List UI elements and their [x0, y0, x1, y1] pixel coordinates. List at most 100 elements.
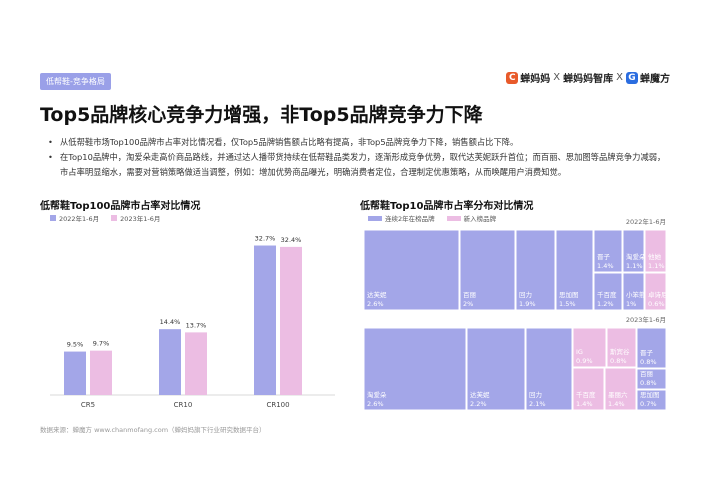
- treemap-brand-label: 墨丽六: [608, 390, 628, 399]
- treemap-cell: [636, 327, 667, 369]
- treemap-cell: [606, 327, 637, 368]
- legend-item-new: 新入榜品牌: [446, 213, 497, 223]
- chanmama-logo-icon: C: [506, 71, 519, 84]
- treemap-brand-label: 小笨熊: [626, 290, 646, 299]
- page-title: Top5品牌核心竞争力增强，非Top5品牌竞争力下降: [40, 104, 483, 126]
- data-label: 9.5%: [67, 341, 84, 349]
- treemap-value-label: 1.5%: [559, 300, 576, 308]
- brand-name: 蝉妈妈: [520, 74, 551, 85]
- treemap-period-label: 2022年1-6月: [626, 217, 666, 226]
- treemap-value-label: 0.8%: [640, 379, 657, 387]
- treemap-chart: 2022年1-6月达芙妮2.6%百丽2%回力1.9%思加图1.5%晋子1.4%千…: [363, 217, 668, 411]
- treemap-value-label: 0.8%: [610, 357, 627, 365]
- bar-cr5-2023: [90, 350, 112, 395]
- treemap-cell: [604, 367, 637, 411]
- x-tick-label: CR100: [266, 401, 289, 409]
- treemap-cell: [636, 389, 667, 411]
- legend-label: 2023年1-6月: [120, 215, 161, 223]
- brand-logos: C 蝉妈妈 X 蝉妈妈智库 X G 蝉魔方: [506, 70, 670, 85]
- treemap-cell: [636, 368, 667, 390]
- data-label: 13.7%: [186, 321, 207, 329]
- bullet-item: 从低帮鞋市场Top100品牌市占率对比情况看，仅Top5品牌销售额占比略有提高，…: [48, 135, 668, 150]
- bullet-item: 在Top10品牌中，淘爱朵走高价商品路线，并通过达人播带货持续在低帮鞋品类发力，…: [48, 150, 668, 180]
- treemap-brand-label: 晋子: [597, 253, 611, 261]
- bar-cr10-2023: [185, 332, 207, 395]
- treemap-brand-label: 思加图: [559, 290, 579, 299]
- treemap-cell: [593, 272, 623, 311]
- treemap-brand-label: 千百度: [576, 390, 596, 399]
- treemap-brand-label: 他她: [648, 252, 662, 261]
- treemap-value-label: 1.9%: [519, 300, 536, 308]
- legend-item-2022: 2022年1-6月: [50, 213, 99, 223]
- treemap-period-label: 2023年1-6月: [626, 315, 666, 324]
- data-label: 32.4%: [281, 236, 302, 244]
- bar-cr5-2022: [64, 351, 86, 395]
- treemap-value-label: 1%: [626, 300, 636, 308]
- brand-name: 蝉妈妈智库: [563, 74, 614, 85]
- treemap-cell: [622, 229, 645, 273]
- treemap-chart-title: 低帮鞋Top10品牌市占率分布对比情况: [360, 201, 534, 212]
- treemap-cell: [515, 229, 556, 311]
- legend-swatch: [50, 215, 56, 221]
- treemap-value-label: 1.4%: [576, 400, 593, 408]
- brand-chanmofang: G 蝉魔方: [626, 70, 670, 85]
- data-source: 数据来源：蝉魔方 www.chanmofang.com（蝉妈妈旗下行业研究数据平…: [40, 426, 266, 434]
- data-label: 32.7%: [255, 235, 276, 243]
- bar-cr100-2022: [254, 245, 276, 395]
- treemap-legend: 连续2年在榜品牌 新入榜品牌: [368, 213, 496, 223]
- x-tick-label: CR10: [174, 401, 193, 409]
- treemap-brand-label: 回力: [529, 390, 542, 399]
- treemap-brand-label: 回力: [519, 290, 532, 299]
- treemap-cell: [459, 229, 516, 311]
- brand-name: 蝉魔方: [640, 74, 670, 85]
- brand-chanmama-zhiku: 蝉妈妈智库: [563, 70, 613, 85]
- chanmofang-logo-icon: G: [626, 71, 638, 84]
- bullet-list: 从低帮鞋市场Top100品牌市占率对比情况看，仅Top5品牌销售额占比略有提高，…: [48, 135, 668, 180]
- data-label: 14.4%: [160, 318, 181, 326]
- treemap-brand-label: 淘爱朵: [367, 390, 387, 399]
- treemap-value-label: 2.1%: [529, 400, 546, 408]
- bar-chart-legend: 2022年1-6月 2023年1-6月: [50, 213, 160, 223]
- section-tag: 低帮鞋-竞争格局: [40, 73, 111, 90]
- bar-chart: 9.5% 9.7% CR5 14.4% 13.7% CR10 32.7% 32.4% CR100: [50, 235, 335, 409]
- treemap-cell: [363, 327, 467, 411]
- treemap-value-label: 0.8%: [640, 358, 657, 366]
- treemap-cell: [593, 229, 623, 273]
- legend-label: 新入榜品牌: [463, 215, 497, 223]
- legend-swatch: [111, 215, 118, 221]
- treemap-value-label: 1.2%: [597, 300, 614, 308]
- bar-chart-title: 低帮鞋Top100品牌市占率对比情况: [40, 201, 201, 212]
- treemap-value-label: 1.1%: [648, 262, 665, 270]
- treemap-brand-label: 达芙妮: [470, 390, 490, 399]
- treemap-brand-label: 达芙妮: [367, 290, 387, 299]
- treemap-brand-label: 晋子: [640, 349, 654, 357]
- treemap-value-label: 1.1%: [626, 262, 643, 270]
- treemap-cell: [644, 229, 667, 273]
- treemap-value-label: 2.6%: [367, 400, 384, 408]
- legend-item-continuing: 连续2年在榜品牌: [368, 213, 435, 223]
- legend-item-2023: 2023年1-6月: [111, 213, 160, 223]
- treemap-brand-label: IG: [576, 348, 583, 356]
- treemap-cell: [555, 229, 594, 311]
- x-tick-label: CR5: [81, 401, 95, 409]
- treemap-value-label: 1.4%: [608, 400, 625, 408]
- treemap-value-label: 1.4%: [597, 262, 614, 270]
- treemap-brand-label: 百丽: [463, 291, 477, 299]
- treemap-cell: [525, 327, 573, 411]
- treemap-value-label: 0.9%: [576, 357, 593, 365]
- treemap-brand-label: 卓诗尼: [648, 290, 668, 299]
- treemap-brand-label: 淘爱朵: [626, 252, 646, 261]
- treemap-value-label: 0.6%: [648, 300, 665, 308]
- treemap-brand-label: 斯宾谷: [610, 347, 630, 356]
- treemap-cell: [466, 327, 526, 411]
- brand-chanmama: C 蝉妈妈: [506, 70, 550, 85]
- treemap-value-label: 2%: [463, 300, 473, 308]
- legend-swatch: [368, 215, 382, 221]
- bar-cr10-2022: [159, 329, 181, 395]
- treemap-value-label: 0.7%: [640, 400, 657, 408]
- legend-label: 连续2年在榜品牌: [385, 215, 435, 223]
- treemap-cell: [622, 272, 645, 311]
- treemap-brand-label: 百丽: [640, 370, 654, 378]
- separator: X: [553, 72, 561, 83]
- treemap-cell: [572, 367, 605, 411]
